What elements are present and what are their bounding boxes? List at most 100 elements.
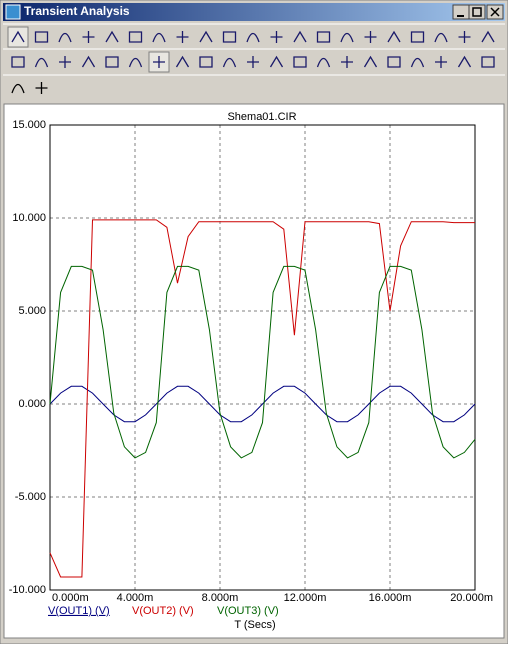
toolbar-button[interactable]	[55, 52, 75, 72]
legend-entry: V(OUT3) (V)	[217, 605, 279, 617]
button-icon	[269, 55, 284, 68]
button-face	[78, 52, 99, 72]
button-icon	[481, 56, 495, 68]
button-icon	[364, 31, 377, 43]
button-face	[313, 52, 334, 72]
toolbar-button[interactable]	[266, 27, 287, 47]
legend-entry: V(OUT2) (V)	[132, 605, 194, 617]
title-bar	[3, 3, 505, 21]
toolbar-button[interactable]	[31, 52, 52, 72]
button-face	[337, 27, 357, 47]
toolbar-button[interactable]	[478, 27, 498, 47]
button-icon	[222, 31, 237, 43]
x-axis-label: T (Secs)	[234, 619, 275, 631]
toolbar-button[interactable]	[454, 52, 475, 72]
button-icon	[128, 31, 143, 43]
button-icon	[176, 31, 189, 43]
toolbar-button[interactable]	[125, 52, 146, 72]
button-face	[31, 52, 52, 72]
toolbar-button[interactable]	[125, 27, 146, 47]
button-icon	[34, 57, 49, 68]
button-icon	[59, 56, 71, 68]
button-face	[407, 52, 428, 72]
toolbar-button[interactable]	[78, 52, 99, 72]
toolbar-button[interactable]	[454, 27, 475, 47]
toolbar-button[interactable]	[431, 27, 451, 47]
button-icon	[11, 83, 25, 94]
y-tick-label: -5.000	[15, 491, 46, 503]
button-icon	[341, 56, 353, 68]
button-face	[384, 27, 404, 47]
button-face	[125, 27, 146, 47]
toolbar-button[interactable]	[149, 27, 169, 47]
toolbar-button[interactable]	[102, 52, 122, 72]
button-icon	[293, 56, 307, 68]
toolbar-button[interactable]	[337, 52, 357, 72]
button-face	[219, 27, 240, 47]
chart-title: Shema01.CIR	[227, 111, 296, 123]
toolbar-button[interactable]	[172, 27, 193, 47]
button-icon	[58, 32, 72, 43]
toolbar-button[interactable]	[172, 52, 193, 72]
toolbar-button[interactable]	[196, 52, 216, 72]
toolbar-button[interactable]	[431, 52, 451, 72]
toolbar-button[interactable]	[290, 27, 310, 47]
toolbar-button[interactable]	[219, 27, 240, 47]
button-icon	[457, 55, 472, 68]
y-tick-label: 10.000	[12, 212, 46, 224]
toolbar-button[interactable]	[290, 52, 310, 72]
toolbar-button[interactable]	[31, 78, 52, 98]
button-face	[8, 52, 28, 72]
button-face	[454, 52, 475, 72]
button-face	[243, 27, 263, 47]
toolbar-button[interactable]	[8, 52, 28, 72]
button-face	[102, 52, 122, 72]
toolbar-button[interactable]	[102, 27, 122, 47]
toolbar-button[interactable]	[243, 52, 263, 72]
toolbar-button[interactable]	[55, 27, 75, 47]
toolbar-button[interactable]	[407, 52, 428, 72]
window-title: Transient Analysis	[24, 4, 130, 18]
button-icon	[153, 56, 165, 68]
toolbar-button[interactable]	[196, 27, 216, 47]
toolbar-button[interactable]	[219, 52, 240, 72]
toolbar-button[interactable]	[360, 52, 381, 72]
maximize-button[interactable]	[468, 4, 486, 20]
toolbar-button[interactable]	[337, 27, 357, 47]
button-icon	[410, 31, 425, 43]
button-face	[102, 27, 122, 47]
toolbar-button[interactable]	[478, 52, 498, 72]
button-icon	[434, 32, 448, 43]
series-line	[49, 265, 476, 459]
button-face	[196, 52, 216, 72]
button-icon	[128, 57, 143, 68]
button-face	[360, 52, 381, 72]
button-icon	[316, 57, 331, 68]
toolbar-button[interactable]	[243, 27, 263, 47]
y-tick-label: 5.000	[18, 305, 46, 317]
y-tick-label: -10.000	[9, 584, 46, 596]
toolbar-button[interactable]	[407, 27, 428, 47]
toolbar-button[interactable]	[8, 78, 28, 98]
x-tick-label: 4.000m	[117, 592, 154, 604]
toolbar-button[interactable]	[384, 52, 404, 72]
x-tick-label: 12.000m	[284, 592, 327, 604]
series-line	[49, 219, 475, 578]
button-icon	[435, 56, 447, 68]
button-icon	[293, 30, 307, 43]
button-icon	[34, 31, 49, 43]
toolbar-button[interactable]	[148, 51, 170, 73]
toolbar-button[interactable]	[384, 27, 404, 47]
x-tick-label: 0.000m	[52, 592, 89, 604]
toolbar-button[interactable]	[78, 27, 99, 47]
toolbar-button[interactable]	[31, 27, 52, 47]
plot-frame	[49, 124, 476, 591]
toolbar-button[interactable]	[313, 27, 334, 47]
toolbar-button[interactable]	[360, 27, 381, 47]
toolbar-button[interactable]	[266, 52, 287, 72]
button-face	[431, 27, 451, 47]
toolbar-button[interactable]	[313, 52, 334, 72]
toolbar-button[interactable]	[7, 26, 29, 48]
button-icon	[199, 30, 213, 43]
button-face	[8, 78, 28, 98]
